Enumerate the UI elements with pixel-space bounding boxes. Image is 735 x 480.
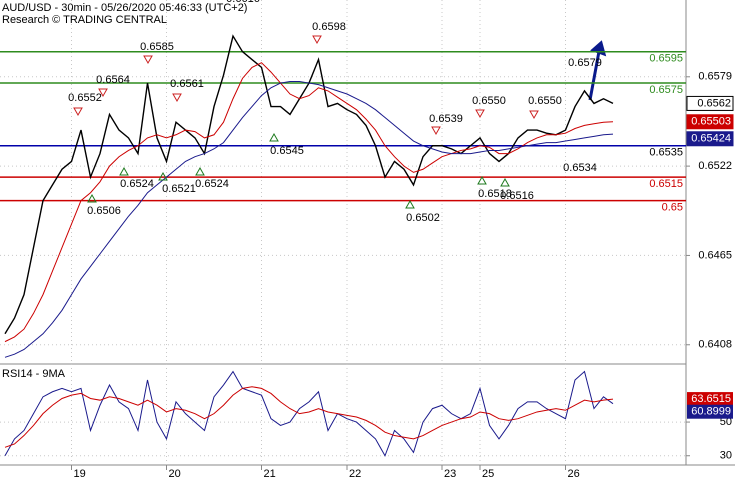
rsi-box-label: 60.8999: [691, 406, 731, 418]
peak-marker: [143, 55, 153, 65]
x-tick-label: 25: [482, 468, 494, 480]
peak-label: 0.6616: [226, 0, 260, 5]
trough-label: 0.6521: [162, 183, 196, 195]
peak-marker: [98, 88, 108, 98]
peak-label: 0.6598: [312, 21, 346, 33]
level-label: 0.6515: [649, 178, 683, 190]
level-label: 0.6535: [649, 147, 683, 159]
x-tick-label: 22: [349, 468, 361, 480]
trough-marker: [119, 166, 129, 176]
level-label: 0.65: [662, 201, 683, 213]
x-tick-label: 19: [74, 468, 86, 480]
note-label: 0.6534: [563, 162, 597, 174]
series-line: [4, 80, 614, 358]
price-box: [686, 131, 734, 147]
peak-label: 0.6579: [568, 57, 602, 69]
trough-marker: [269, 132, 279, 142]
price-box: [686, 95, 734, 111]
peak-label: 0.6552: [68, 92, 102, 104]
price-box-label: 0.6562: [697, 97, 731, 109]
trough-label: 0.6502: [406, 212, 440, 224]
chart-title: AUD/USD - 30min - 05/26/2020 05:46:33 (U…: [2, 2, 247, 14]
level-label: 0.6575: [649, 84, 683, 96]
series-line: [4, 62, 614, 343]
y-tick-label: 0.6522: [698, 160, 732, 172]
x-tick-label: 21: [264, 468, 276, 480]
trough-label: 0.6518: [478, 188, 512, 200]
trough-label: 0.6545: [270, 145, 304, 157]
trough-label: 0.6524: [195, 178, 229, 190]
rsi-box: [687, 404, 733, 419]
peak-label: 0.6564: [96, 74, 130, 86]
peak-label: 0.6550: [528, 95, 562, 107]
peak-label: 0.6585: [140, 41, 174, 53]
rsi-title: RSI14 - 9MA: [2, 368, 66, 380]
trough-marker: [195, 166, 205, 176]
series-line: [4, 386, 614, 448]
peak-marker: [312, 35, 322, 45]
y-tick-label: 50: [720, 416, 732, 428]
trough-marker: [87, 193, 97, 203]
trough-marker: [477, 175, 487, 185]
peak-label: 0.6539: [429, 113, 463, 125]
rsi-box-label: 63.6515: [691, 393, 731, 405]
level-label: 0.6595: [649, 53, 683, 65]
trough-label: 0.6516: [500, 190, 534, 202]
peak-marker: [431, 126, 441, 136]
peak-marker: [475, 109, 485, 119]
peak-marker: [172, 93, 182, 103]
peak-marker: [529, 110, 539, 120]
price-box-label: 0.65503: [691, 116, 731, 128]
trough-marker: [158, 171, 168, 181]
y-tick-label: 30: [720, 450, 732, 462]
x-tick-label: 23: [444, 468, 456, 480]
trough-marker: [500, 177, 510, 187]
price-box-label: 0.65424: [691, 133, 731, 145]
x-tick-label: 26: [568, 468, 580, 480]
y-tick-label: 0.6579: [698, 71, 732, 83]
chart-subtitle: Research © TRADING CENTRAL: [2, 14, 167, 26]
trough-marker: [405, 199, 415, 209]
peak-label: 0.6561: [170, 78, 204, 90]
peak-marker: [73, 107, 83, 117]
price-box: [686, 114, 734, 130]
x-tick-label: 20: [169, 468, 181, 480]
y-tick-label: 0.6408: [698, 339, 732, 351]
trough-label: 0.6506: [87, 205, 121, 217]
y-tick-label: 0.6465: [698, 249, 732, 261]
peak-label: 0.6550: [472, 95, 506, 107]
rsi-box: [687, 392, 733, 407]
trough-label: 0.6524: [120, 178, 154, 190]
